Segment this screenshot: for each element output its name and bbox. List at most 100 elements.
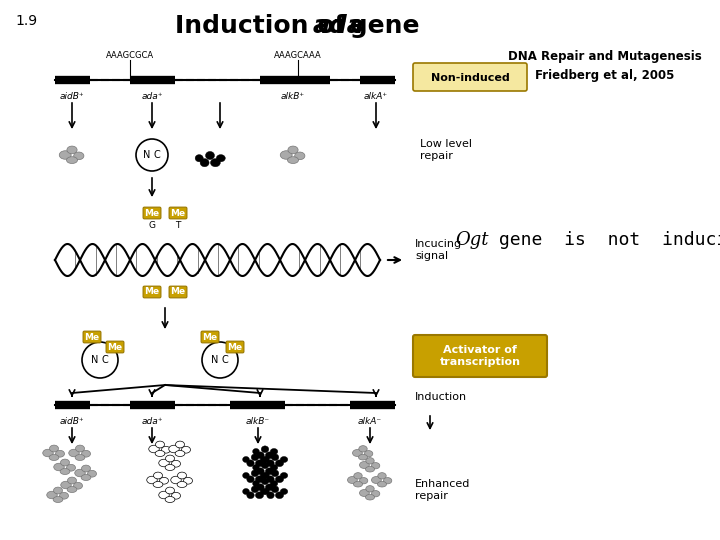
Text: alkA⁻: alkA⁻ [358,417,382,426]
Text: DNA Repair and Mutagenesis: DNA Repair and Mutagenesis [508,50,702,63]
Ellipse shape [81,465,91,472]
Ellipse shape [251,470,258,477]
Ellipse shape [253,464,259,470]
Ellipse shape [53,496,63,503]
Ellipse shape [266,468,274,475]
Ellipse shape [168,446,179,453]
Text: Me: Me [84,333,99,341]
Ellipse shape [359,477,368,484]
Text: Me: Me [171,208,186,218]
Ellipse shape [260,472,268,478]
Ellipse shape [243,456,249,462]
Ellipse shape [181,447,191,453]
Ellipse shape [270,464,278,470]
Ellipse shape [153,482,163,488]
Ellipse shape [200,159,209,167]
Ellipse shape [216,154,225,162]
Ellipse shape [253,481,259,487]
Ellipse shape [175,450,185,456]
Ellipse shape [366,467,374,472]
Ellipse shape [257,484,264,491]
Ellipse shape [166,455,174,462]
Ellipse shape [256,476,264,483]
Text: 1.9: 1.9 [16,14,38,28]
Ellipse shape [67,487,77,492]
Text: ada: ada [313,14,364,38]
Ellipse shape [353,449,362,456]
Ellipse shape [75,469,85,477]
Ellipse shape [280,151,292,159]
Ellipse shape [280,456,288,462]
Text: Ogt: Ogt [455,231,488,249]
Ellipse shape [359,462,369,469]
Ellipse shape [372,490,380,497]
Ellipse shape [270,481,278,487]
Ellipse shape [176,441,184,448]
Ellipse shape [81,475,91,481]
Ellipse shape [247,460,254,467]
Ellipse shape [287,157,299,164]
Text: alkB⁻: alkB⁻ [246,417,270,426]
Text: Me: Me [107,342,122,352]
Ellipse shape [257,468,264,475]
Ellipse shape [266,484,274,491]
Ellipse shape [49,455,59,461]
Ellipse shape [158,491,169,499]
Ellipse shape [81,450,91,457]
Ellipse shape [75,455,85,461]
FancyBboxPatch shape [413,335,547,377]
Text: N: N [91,355,99,365]
Ellipse shape [155,450,165,456]
Ellipse shape [160,477,168,484]
Ellipse shape [161,447,171,453]
Text: T: T [175,220,181,230]
Ellipse shape [266,492,274,498]
Ellipse shape [271,454,279,461]
Text: Incucing
signal: Incucing signal [415,239,462,261]
Ellipse shape [60,469,70,475]
Text: Low level
repair: Low level repair [420,139,472,161]
Ellipse shape [171,492,181,499]
Text: Me: Me [145,208,160,218]
Ellipse shape [348,476,357,483]
Ellipse shape [60,492,68,499]
Text: Me: Me [228,342,243,352]
Ellipse shape [366,495,374,500]
Ellipse shape [66,157,78,164]
Ellipse shape [165,496,175,503]
Ellipse shape [147,476,157,484]
Ellipse shape [42,449,53,457]
Ellipse shape [263,456,269,462]
Ellipse shape [156,441,164,448]
Ellipse shape [256,460,264,467]
Ellipse shape [270,449,278,455]
Text: ada⁺: ada⁺ [141,417,163,426]
Text: aidB⁺: aidB⁺ [60,417,84,426]
Text: C: C [102,355,109,365]
Ellipse shape [54,463,64,471]
Ellipse shape [366,485,374,492]
Ellipse shape [266,476,274,483]
Ellipse shape [256,492,264,498]
Text: alkA⁺: alkA⁺ [364,92,388,101]
Ellipse shape [247,476,254,483]
Ellipse shape [261,478,269,484]
Ellipse shape [354,481,363,487]
Ellipse shape [76,445,84,452]
Ellipse shape [359,446,367,452]
Text: AAAGCAAA: AAAGCAAA [274,51,322,60]
Text: Me: Me [145,287,160,296]
Text: aidB⁺: aidB⁺ [60,92,84,101]
Ellipse shape [243,472,249,478]
Ellipse shape [68,477,76,484]
Ellipse shape [260,456,268,462]
Ellipse shape [275,460,284,467]
Ellipse shape [280,472,288,478]
Ellipse shape [247,492,254,498]
Ellipse shape [184,477,192,484]
Text: Me: Me [202,333,217,341]
Ellipse shape [68,449,79,457]
Ellipse shape [66,464,76,471]
Text: Enhanced
repair: Enhanced repair [415,479,470,501]
Ellipse shape [354,472,362,479]
